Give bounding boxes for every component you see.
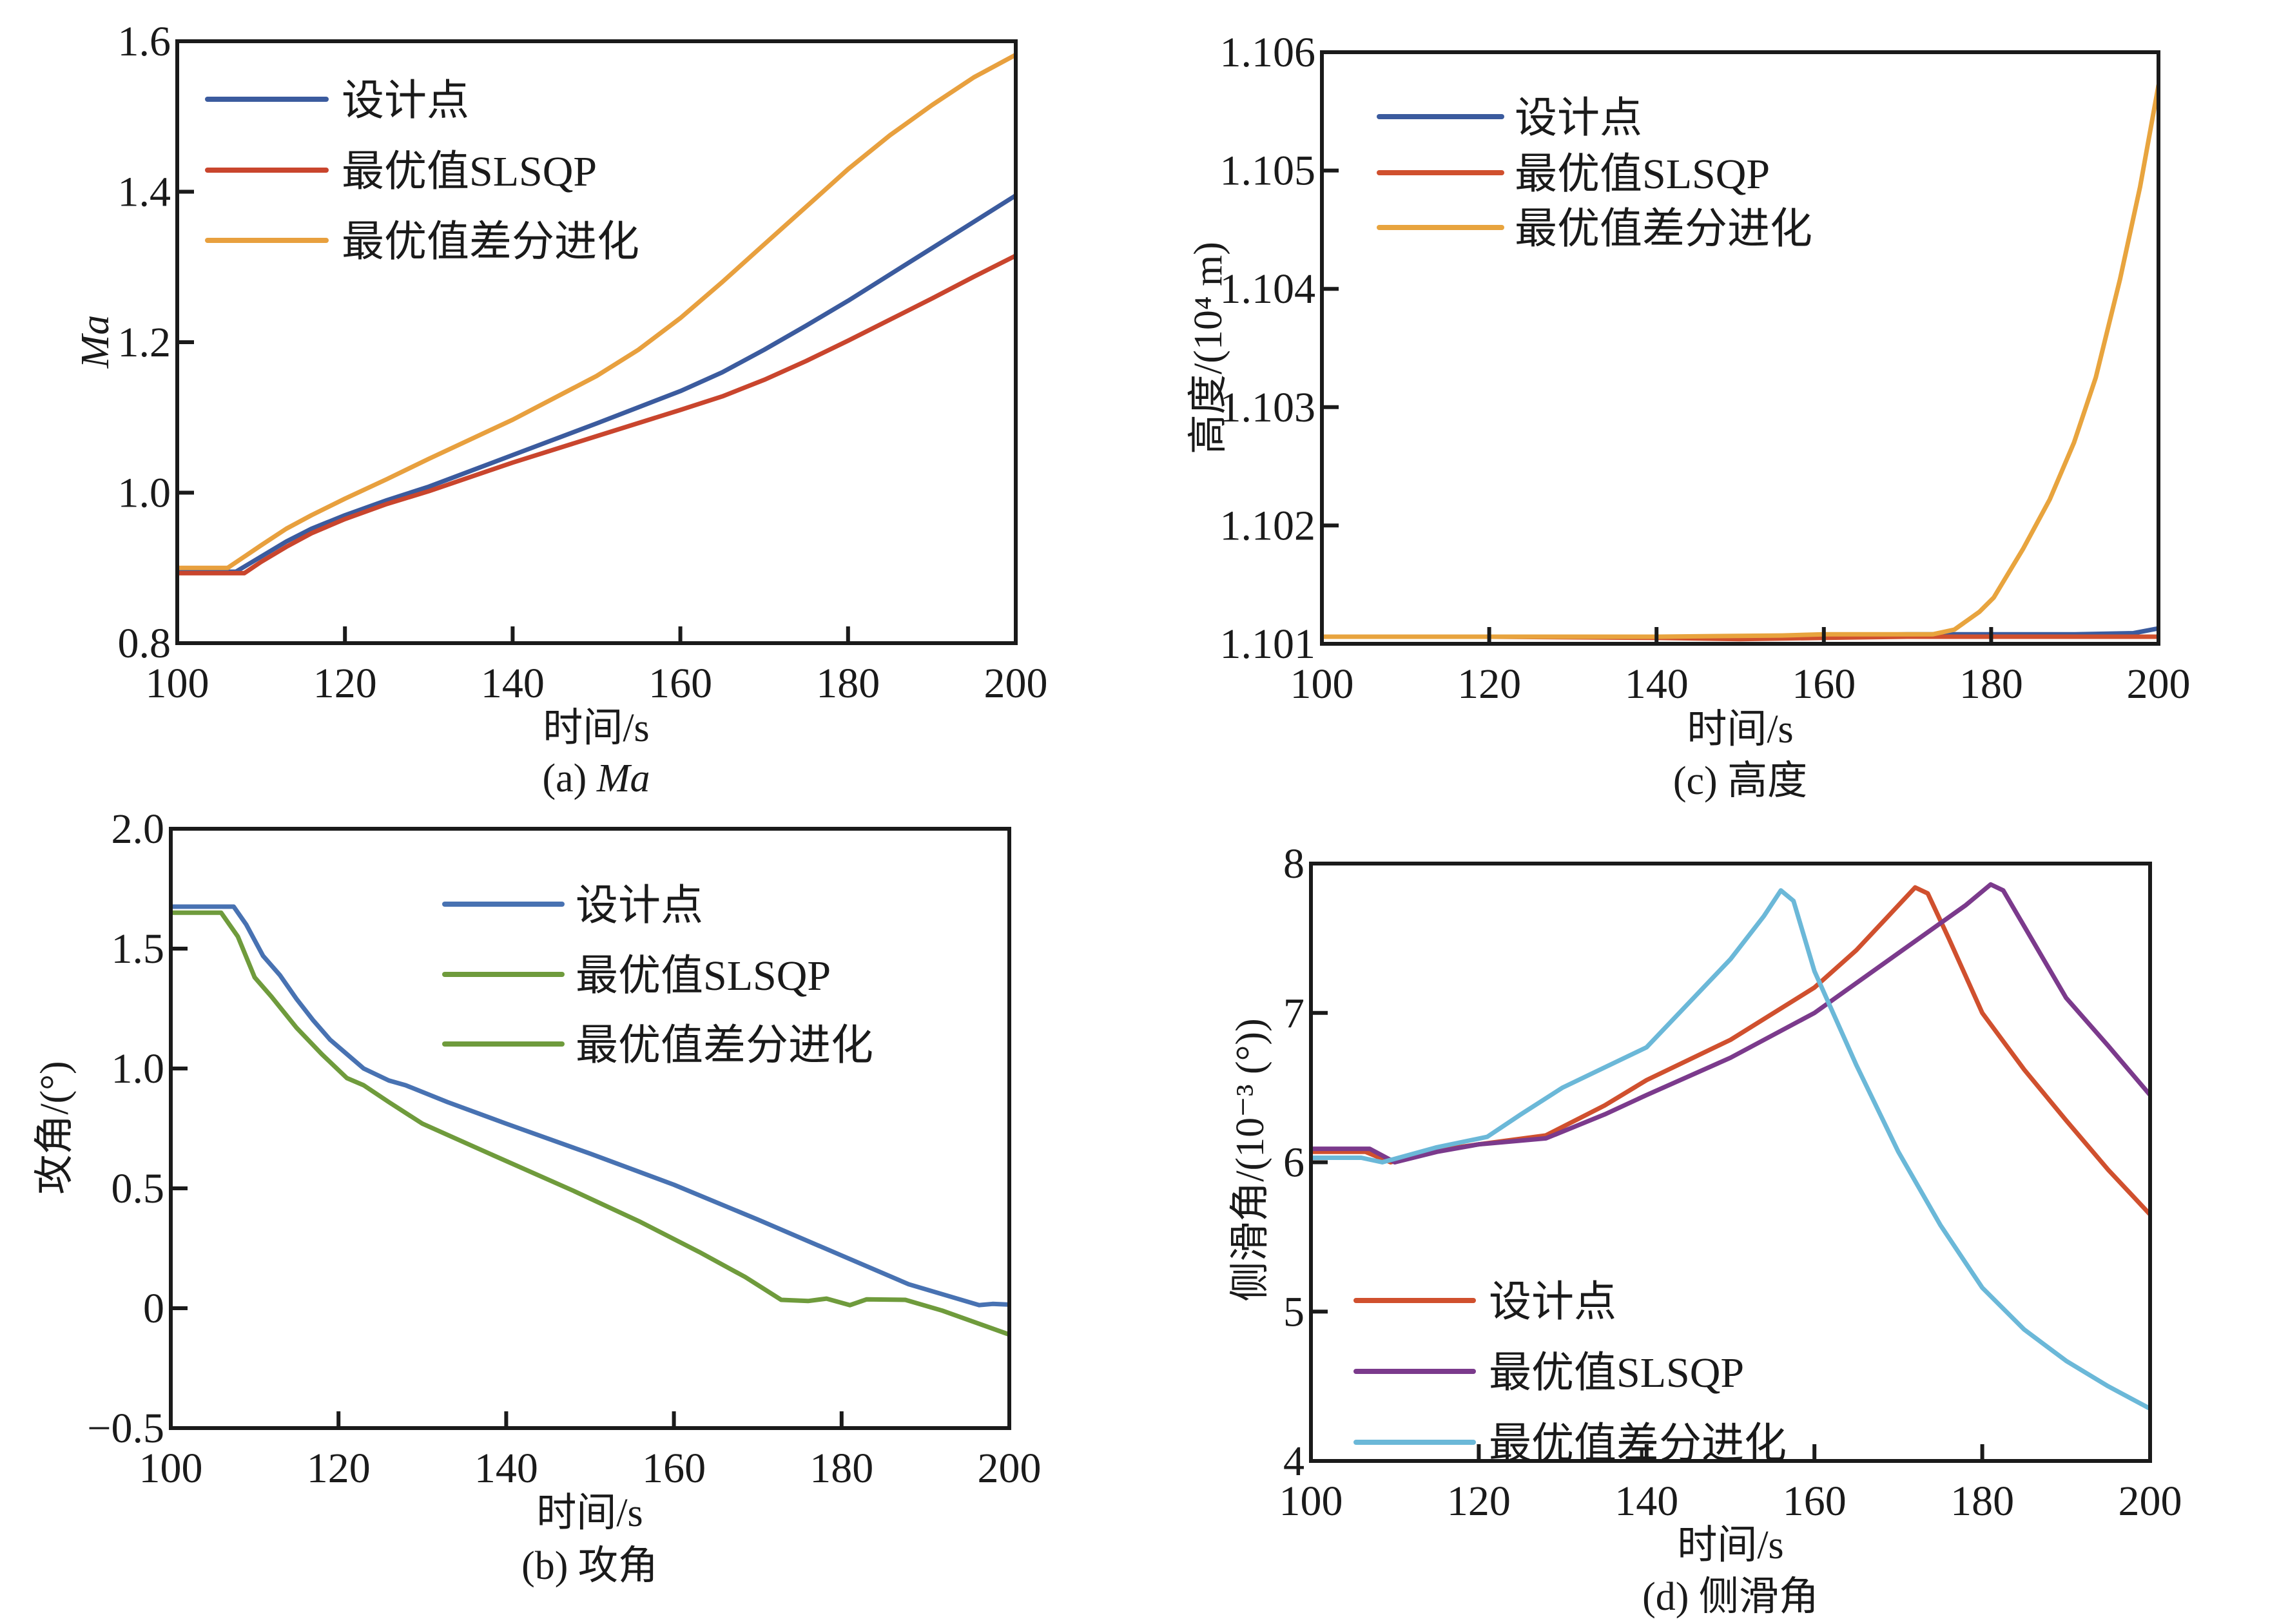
panel-b-y-tick-label: −0.5 [87,1405,164,1452]
panel-d-y-tick-label: 5 [1283,1288,1304,1335]
panel-a-y-tick-label: 1.2 [118,319,171,366]
panel-b-x-tick-label: 160 [642,1445,706,1492]
panel-c-x-axis-title: 时间/s [1687,708,1793,751]
panel-a-y-axis-title: Ma [73,315,117,369]
panel-c-series-line-2 [1322,82,2158,639]
panel-a-caption-prefix: (a) [543,757,597,800]
panel-a-x-tick-label: 200 [984,660,1048,707]
panel-d-x-tick-label: 200 [2119,1478,2182,1525]
panel-c-plot-frame [1320,50,2160,646]
panel-d-legend-label-1: 最优值SLSQP [1489,1349,1744,1397]
panel-d-sideslip-angle: 时间/s (d) 侧滑角 侧滑角/(10⁻³ (°)) 100 120 140 160… [1228,840,2182,1619]
panel-b-angle-of-attack: 时间/s (b) 攻角 攻角/(°) 100 120 140 160 180 200 −0.… [33,806,1042,1588]
panel-c-legend-label-1: 最优值SLSQP [1515,151,1770,198]
panel-d-caption: (d) 侧滑角 [1642,1575,1819,1619]
panel-a-x-tick-label: 180 [816,660,880,707]
panel-a-series-group [177,52,1016,575]
panel-d-y-tick-label: 8 [1283,840,1304,887]
panel-a-legend-label-1: 最优值SLSQP [342,148,597,195]
panel-d-y-tick-label: 6 [1283,1139,1304,1186]
panel-a-series-line-1 [177,253,1016,575]
panel-a-y-tick-label: 1.4 [118,169,171,216]
panel-b-plot-frame [169,827,1011,1430]
panel-d-series-line-2 [1311,888,2150,1411]
panel-a-x-tick-label: 160 [648,660,712,707]
panel-b-y-tick-label: 0.5 [112,1165,165,1212]
panel-a-caption-main: Ma [596,757,650,800]
panel-d-y-axis-title: 侧滑角/(10⁻³ (°)) [1228,1018,1272,1301]
panel-c-y-axis-title: 高度/(10⁴ m) [1187,242,1230,454]
panel-b-series-group [171,904,1009,1337]
panel-b-x-tick-label: 140 [474,1445,538,1492]
panel-b-legend-label-1: 最优值SLSQP [576,952,831,1000]
panel-d-legend-label-0: 设计点 [1489,1279,1616,1326]
panel-a-legend-label-0: 设计点 [342,77,469,124]
panel-d-x-axis-title: 时间/s [1677,1523,1783,1567]
panel-b-y-tick-label: 0 [143,1285,164,1332]
panel-d-series-group [1311,882,2150,1411]
panel-b-series-line-1 [171,910,1009,1337]
panel-c-y-tick-label: 1.104 [1220,266,1316,313]
panel-b-y-tick-label: 1.0 [112,1045,165,1092]
panel-c-caption: (c) 高度 [1673,759,1807,803]
panel-c-y-tick-label: 1.101 [1220,621,1316,668]
panel-d-y-tick-label: 7 [1283,990,1304,1037]
panel-c-altitude: 时间/s (c) 高度 高度/(10⁴ m) 100 120 140 160 180 20… [1187,29,2191,803]
panel-b-series-line-0 [171,904,1009,1308]
panel-c-y-tick-label: 1.106 [1220,29,1316,76]
panel-c-x-tick-label: 160 [1792,661,1856,708]
panel-d-x-tick-label: 140 [1615,1478,1678,1525]
panel-a-y-tick-label: 0.8 [118,620,171,667]
panel-b-legend-label-2: 最优值差分进化 [576,1022,873,1069]
panel-a-y-tick-label: 1.6 [118,18,171,65]
panel-c-legend-label-2: 最优值差分进化 [1515,206,1812,253]
panel-b-x-axis-title: 时间/s [536,1491,643,1535]
panel-a-mach: 时间/s (a) Ma Ma 100 120 140 160 180 200 0.8 1.0 1… [73,18,1048,800]
panel-a-legend-label-2: 最优值差分进化 [342,218,639,266]
panel-a-caption: (a) Ma [543,757,650,800]
panel-c-x-tick-label: 180 [1959,661,2023,708]
panel-b-caption: (b) 攻角 [521,1544,658,1588]
panel-d-x-tick-label: 120 [1447,1478,1511,1525]
panel-c-legend-label-0: 设计点 [1515,95,1642,142]
panel-b-y-tick-label: 2.0 [112,806,165,853]
panel-a-x-tick-label: 120 [313,660,377,707]
panel-c-y-tick-label: 1.103 [1220,384,1316,431]
panel-a-y-tick-label: 1.0 [118,470,171,517]
panel-b-x-tick-label: 200 [978,1445,1042,1492]
panel-d-series-line-1 [1311,882,2150,1165]
panel-c-y-tick-label: 1.102 [1220,502,1316,549]
panel-d-x-tick-label: 180 [1950,1478,2014,1525]
panel-b-legend-label-0: 设计点 [576,882,703,929]
panel-b-x-tick-label: 120 [307,1445,371,1492]
panel-a-x-tick-label: 100 [146,660,209,707]
panel-b-x-tick-label: 180 [810,1445,873,1492]
panel-d-y-tick-label: 4 [1283,1438,1304,1485]
panel-c-x-tick-label: 140 [1625,661,1689,708]
panel-d-x-tick-label: 160 [1783,1478,1847,1525]
panel-b-y-tick-label: 1.5 [112,925,165,972]
panel-b-y-axis-title: 攻角/(°) [33,1061,77,1194]
panel-a-series-line-2 [177,52,1016,570]
panel-d-legend-label-2: 最优值差分进化 [1489,1420,1787,1467]
panel-c-x-tick-label: 120 [1457,661,1521,708]
panel-b-x-tick-label: 100 [139,1445,203,1492]
panel-a-x-tick-label: 140 [481,660,545,707]
panel-a-x-axis-title: 时间/s [543,706,649,750]
panel-c-x-tick-label: 100 [1290,661,1354,708]
panel-d-x-tick-label: 100 [1279,1478,1343,1525]
panel-a-series-line-0 [177,193,1016,574]
panel-c-x-tick-label: 200 [2127,661,2191,708]
panel-c-y-tick-label: 1.105 [1220,148,1316,195]
